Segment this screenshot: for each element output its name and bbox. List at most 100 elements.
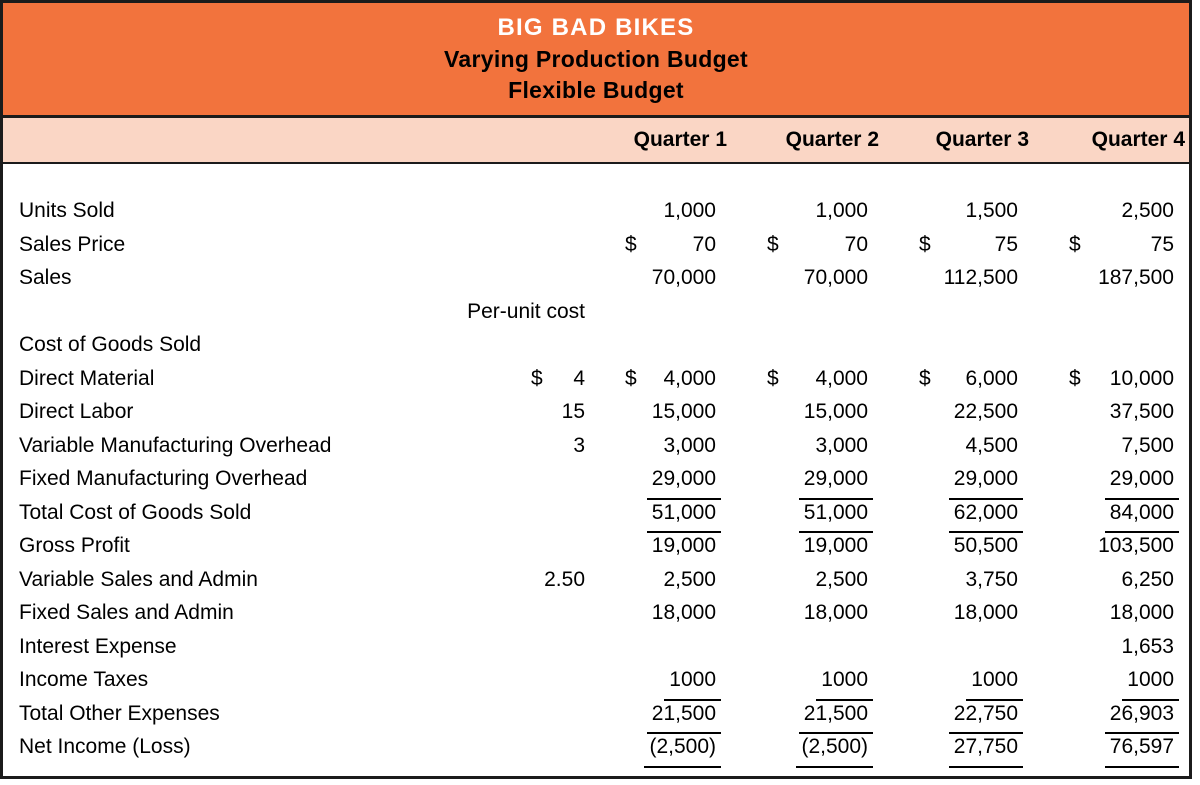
table-row: Units Sold 1,000 1,000 1,500 2,500 <box>3 194 1189 228</box>
cell-q4: $10,000 <box>1033 362 1189 396</box>
cell-q2: 21,500 <box>731 697 883 734</box>
cell-q2 <box>731 630 883 664</box>
cell-q3 <box>883 630 1033 664</box>
per-unit-value: 15 <box>561 400 585 423</box>
cell-q1: $4,000 <box>589 362 731 396</box>
per-unit-value: Per-unit cost <box>467 299 585 323</box>
per-unit-cell <box>437 697 589 735</box>
row-label: Fixed Sales and Admin <box>19 601 234 624</box>
cell-value: 1,500 <box>965 199 1018 222</box>
row-label: Gross Profit <box>19 534 130 557</box>
cell-value: 18,000 <box>953 601 1018 624</box>
cell-q2: 29,000 <box>731 462 883 500</box>
cell-q2: 1000 <box>731 663 883 701</box>
table-body: Units Sold 1,000 1,000 1,500 2,500 Sales… <box>3 164 1189 768</box>
per-unit-cell: 3 <box>437 429 589 463</box>
cell-q2: 19,000 <box>731 529 883 563</box>
cell-value: 103,500 <box>1098 534 1174 557</box>
cell-value: 70 <box>692 232 716 256</box>
cell-q3: 50,500 <box>883 529 1033 563</box>
row-label: Net Income (Loss) <box>19 735 191 758</box>
row-label: Cost of Goods Sold <box>19 333 202 356</box>
cell-q1: (2,500) <box>589 730 731 768</box>
column-header-q4: Quarter 4 <box>1091 128 1185 151</box>
cell-q3: 1000 <box>883 663 1033 701</box>
cell-value: 22,500 <box>953 400 1018 423</box>
per-unit-cell: 2.50 <box>437 563 589 597</box>
cell-q4 <box>1033 295 1189 329</box>
cell-value: 29,000 <box>798 462 873 500</box>
currency-symbol: $ <box>1069 366 1081 390</box>
cell-value: 3,000 <box>815 433 868 457</box>
cell-q4: 18,000 <box>1033 596 1189 630</box>
table-row: Interest Expense 1,653 <box>3 630 1189 664</box>
cell-value: (2,500) <box>644 730 721 768</box>
cell-q2: 51,000 <box>731 496 883 533</box>
cell-q1: 1,000 <box>589 194 731 228</box>
row-label: Interest Expense <box>19 634 177 658</box>
cell-q4: 26,903 <box>1033 697 1189 734</box>
cell-q1: 18,000 <box>589 596 731 630</box>
cell-value: 4,000 <box>663 366 716 390</box>
cell-value: 70 <box>844 232 868 256</box>
column-header-q1: Quarter 1 <box>633 128 727 151</box>
cell-q3: $75 <box>883 228 1033 262</box>
currency-symbol: $ <box>919 232 931 256</box>
cell-q1: 21,500 <box>589 697 731 734</box>
cell-q4: 84,000 <box>1033 496 1189 533</box>
per-unit-cell: $4 <box>437 362 589 396</box>
cell-value: 18,000 <box>651 601 716 624</box>
cell-q4: 187,500 <box>1033 261 1189 295</box>
per-unit-value: 4 <box>573 366 585 390</box>
cell-q1: 15,000 <box>589 395 731 429</box>
table-row: Gross Profit 19,000 19,000 50,500 103,50… <box>3 529 1189 563</box>
table-row: Total Other Expenses 21,500 21,500 22,75… <box>3 697 1189 734</box>
cell-value: 4,000 <box>815 366 868 390</box>
row-label: Total Other Expenses <box>19 701 220 725</box>
per-unit-cell <box>437 261 589 295</box>
per-unit-cell: 15 <box>437 395 589 429</box>
cell-q2: 1,000 <box>731 194 883 228</box>
cell-q4: 7,500 <box>1033 429 1189 463</box>
cell-q4: 6,250 <box>1033 563 1189 597</box>
cell-q4 <box>1033 328 1189 362</box>
cell-q4: 1,653 <box>1033 630 1189 664</box>
cell-value: 37,500 <box>1109 400 1174 423</box>
table-row: Per-unit cost <box>3 295 1189 329</box>
row-label: Fixed Manufacturing Overhead <box>19 467 308 490</box>
cell-q4: 76,597 <box>1033 730 1189 768</box>
per-unit-cell <box>437 663 589 701</box>
cell-value: 4,500 <box>965 433 1018 457</box>
cell-q4: 2,500 <box>1033 194 1189 228</box>
row-label: Variable Manufacturing Overhead <box>19 433 332 457</box>
cell-value: 1000 <box>664 663 721 701</box>
currency-symbol: $ <box>531 366 543 390</box>
cell-q2: 15,000 <box>731 395 883 429</box>
cell-value: 26,903 <box>1104 697 1179 734</box>
cell-q3: 18,000 <box>883 596 1033 630</box>
cell-value: 1,653 <box>1121 634 1174 658</box>
cell-q1 <box>589 630 731 664</box>
cell-value: 19,000 <box>651 534 716 557</box>
cell-q1: 1000 <box>589 663 731 701</box>
cell-q2 <box>731 328 883 362</box>
cell-q4: 103,500 <box>1033 529 1189 563</box>
cell-value: 3,750 <box>965 567 1018 591</box>
cell-q3: 22,500 <box>883 395 1033 429</box>
cell-q4: 1000 <box>1033 663 1189 701</box>
cell-q2: 18,000 <box>731 596 883 630</box>
table-row: Sales Price $70 $70 $75 $75 <box>3 228 1189 262</box>
currency-symbol: $ <box>625 366 637 390</box>
cell-q3: 3,750 <box>883 563 1033 597</box>
per-unit-cell <box>437 194 589 228</box>
per-unit-cell <box>437 328 589 362</box>
report-title: Varying Production Budget <box>444 46 748 72</box>
cell-value: 21,500 <box>646 697 721 734</box>
cell-q2 <box>731 295 883 329</box>
cell-q2: 70,000 <box>731 261 883 295</box>
cell-q3: 62,000 <box>883 496 1033 533</box>
cell-value: 7,500 <box>1121 433 1174 457</box>
row-label <box>3 295 437 329</box>
table-row: Direct Labor 15 15,000 15,000 22,500 37,… <box>3 395 1189 429</box>
cell-value: 15,000 <box>803 400 868 423</box>
